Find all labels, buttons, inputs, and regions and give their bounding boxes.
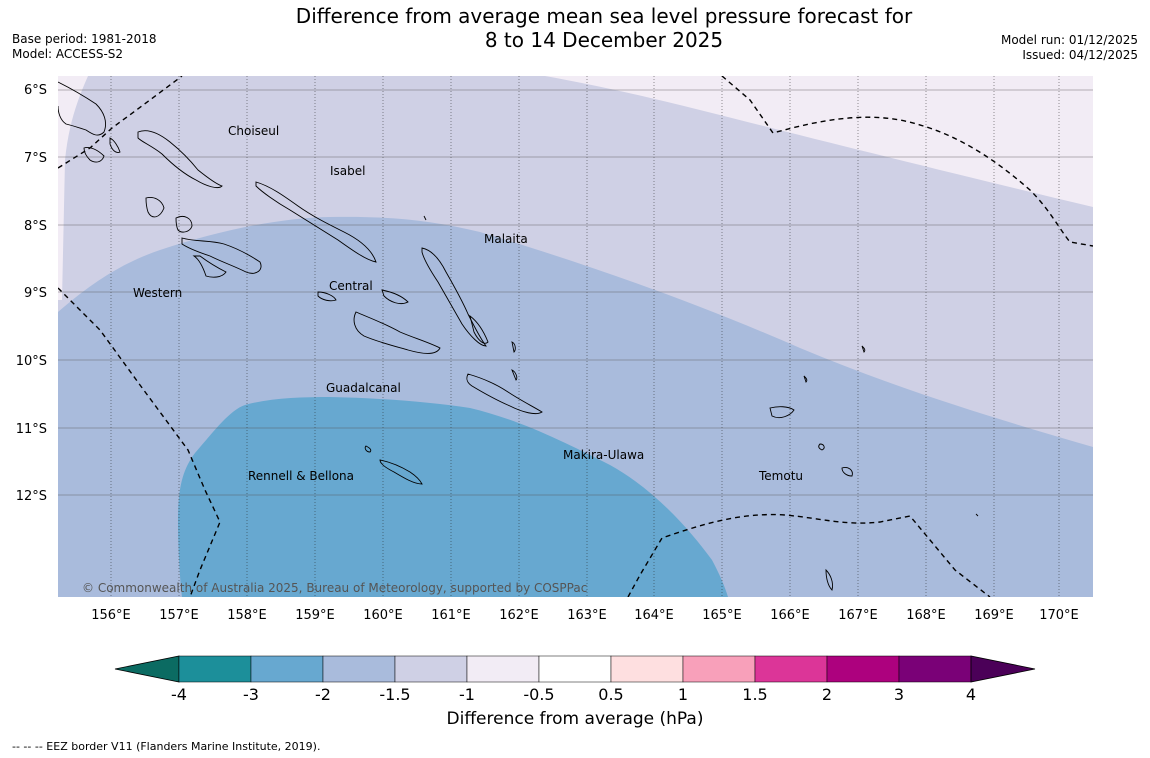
colorbar-segment [466,655,540,683]
island-bougainville [58,81,107,136]
colorbar-tick-label: 1.5 [742,685,767,700]
colorbar-tick-labels: -4 -3 -2 -1.5 -1 -0.5 0.5 1 1.5 2 3 4 [171,685,976,700]
lon-label-166e: 166°E [770,608,810,623]
place-labels: Choiseul Isabel Malaita Western Central … [133,124,803,483]
colorbar-tick-label: 3 [894,685,904,700]
place-label-guadalcanal: Guadalcanal [326,381,401,395]
copyright-note: © Commonwealth of Australia 2025, Bureau… [82,581,587,595]
lon-label-162e: 162°E [499,608,539,623]
island-choiseul [137,130,223,189]
colorbar-extend-low [114,655,180,683]
colorbar-segment [826,655,900,683]
colorbar-title: Difference from average (hPa) [446,709,704,729]
title-line-2: 8 to 14 December 2025 [484,28,724,52]
colorbar-tick-label: 1 [678,685,688,700]
lon-label-159e: 159°E [295,608,335,623]
colorbar [114,655,1036,683]
lon-label-167e: 167°E [838,608,878,623]
lat-label-12s: 12°S [16,489,47,504]
lat-label-10s: 10°S [16,354,47,369]
lat-label-7s: 7°S [24,151,47,166]
lon-label-169e: 169°E [974,608,1014,623]
colorbar-segment [538,655,612,683]
place-label-central: Central [329,279,373,293]
colorbar-segment [250,655,324,683]
lon-axis-labels: 156°E 157°E 158°E 159°E 160°E 161°E 162°… [91,608,1079,623]
lon-label-156e: 156°E [91,608,131,623]
eez-borders [58,76,1093,597]
model-name: Model: ACCESS-S2 [12,47,124,61]
colorbar-extend-high [970,655,1036,683]
lat-label-6s: 6°S [24,83,47,98]
place-label-choiseul: Choiseul [228,124,279,138]
island-rennell [379,459,423,485]
colorbar-segment [394,655,468,683]
island-makira [466,373,543,415]
lon-label-168e: 168°E [906,608,946,623]
map-plot-area: Choiseul Isabel Malaita Western Central … [58,76,1093,597]
colorbar-segment [898,655,972,683]
pressure-band-minus3 [178,397,728,597]
island-guadalcanal [353,311,441,354]
lon-label-160e: 160°E [363,608,403,623]
pressure-band-minus1-top-right [545,76,1093,207]
colorbar-segment [322,655,396,683]
island-malaita [421,247,487,347]
colorbar-segment [610,655,684,683]
lat-label-9s: 9°S [24,286,47,301]
meta-right: Model run: 01/12/2025 Issued: 04/12/2025 [1001,33,1138,63]
lon-label-157e: 157°E [159,608,199,623]
colorbar-tick-label: 2 [822,685,832,700]
colorbar-tick-label: 0.5 [598,685,623,700]
colorbar-tick-label: -0.5 [523,685,554,700]
lon-label-170e: 170°E [1039,608,1079,623]
lat-gridlines [58,89,1093,496]
colorbar-tick-label: -1.5 [379,685,410,700]
place-label-rennell-bellona: Rennell & Bellona [248,469,354,483]
model-run: Model run: 01/12/2025 [1000,33,1138,47]
issued-date: Issued: 04/12/2025 [1022,48,1138,62]
colorbar-tick-label: -3 [243,685,259,700]
place-label-malaita: Malaita [484,232,528,246]
colorbar-segment [682,655,756,683]
base-period: Base period: 1981-2018 [12,32,157,46]
pressure-band-minus1-top-left [58,76,88,300]
place-label-isabel: Isabel [330,164,365,178]
lat-label-8s: 8°S [24,219,47,234]
eez-legend-note: -- -- -- EEZ border V11 (Flanders Marine… [12,740,321,753]
lon-label-164e: 164°E [634,608,674,623]
meta-left: Base period: 1981-2018 Model: ACCESS-S2 [12,32,157,62]
colorbar-tick-label: -2 [315,685,331,700]
island-new-georgia [181,237,262,274]
lat-label-11s: 11°S [16,422,47,437]
place-label-temotu: Temotu [758,469,803,483]
lon-label-163e: 163°E [567,608,607,623]
place-label-western: Western [133,286,182,300]
island-florida [317,291,337,302]
colorbar-tick-label: 4 [966,685,976,700]
colorbar-segment [754,655,828,683]
lon-label-161e: 161°E [431,608,471,623]
lon-label-165e: 165°E [702,608,742,623]
title-line-1: Difference from average mean sea level p… [295,4,913,28]
place-label-makira-ulawa: Makira-Ulawa [563,448,644,462]
islands [58,81,979,591]
lon-label-158e: 158°E [227,608,267,623]
colorbar-segment [178,655,252,683]
lat-axis-labels: 6°S 7°S 8°S 9°S 10°S 11°S 12°S [16,83,47,504]
island-isabel [255,181,377,263]
colorbar-tick-label: -4 [171,685,187,700]
map-figure: Choiseul Isabel Malaita Western Central … [16,76,1093,700]
page-title: Difference from average mean sea level p… [0,4,1150,52]
island-santa-cruz [769,406,795,419]
colorbar-tick-label: -1 [459,685,475,700]
